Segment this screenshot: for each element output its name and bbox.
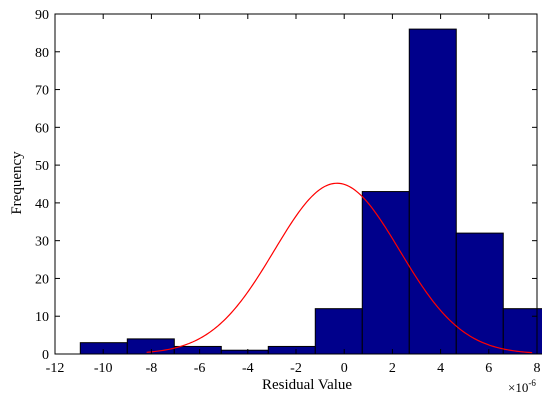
- x-tick-label: -6: [194, 361, 206, 376]
- x-axis-exponent-label: ×10-6: [508, 378, 536, 395]
- x-tick-label: 6: [485, 361, 492, 376]
- histogram-bar: [220, 349, 269, 355]
- histogram-bar: [361, 191, 410, 355]
- histogram-bar: [173, 345, 222, 355]
- x-tick-label: -4: [242, 361, 254, 376]
- y-tick-label: 10: [35, 310, 49, 325]
- x-tick-label: -8: [146, 361, 158, 376]
- x-tick-label: -10: [94, 361, 113, 376]
- x-tick-label: 4: [437, 361, 444, 376]
- histogram-bar: [314, 308, 363, 355]
- x-axis-label: Residual Value: [262, 377, 352, 393]
- y-tick-label: 30: [35, 235, 49, 250]
- y-tick-label: 70: [35, 84, 49, 99]
- ticks-layer: [54, 13, 538, 355]
- x-exponent-base: ×10: [508, 380, 528, 395]
- bars-layer: [79, 28, 542, 355]
- y-tick-label: 90: [35, 8, 49, 23]
- y-tick-label: 40: [35, 197, 49, 212]
- x-tick-label: -2: [290, 361, 302, 376]
- normal-fit-curve: [146, 182, 533, 354]
- y-tick-label: 60: [35, 121, 49, 136]
- y-tick-label: 80: [35, 46, 49, 61]
- x-tick-label: -12: [46, 361, 65, 376]
- x-tick-label: 0: [341, 361, 348, 376]
- histogram-bar: [79, 342, 128, 355]
- histogram-bar: [455, 232, 504, 355]
- histogram-bar: [267, 345, 316, 355]
- histogram-bar: [502, 308, 542, 355]
- x-tick-label: 8: [534, 361, 541, 376]
- x-exponent-power: -6: [528, 378, 536, 388]
- x-tick-label: 2: [389, 361, 396, 376]
- histogram-bar: [408, 28, 457, 355]
- y-tick-label: 50: [35, 159, 49, 174]
- y-tick-label: 20: [35, 272, 49, 287]
- y-tick-label: 0: [42, 348, 49, 363]
- y-axis-label: Frequency: [9, 151, 25, 215]
